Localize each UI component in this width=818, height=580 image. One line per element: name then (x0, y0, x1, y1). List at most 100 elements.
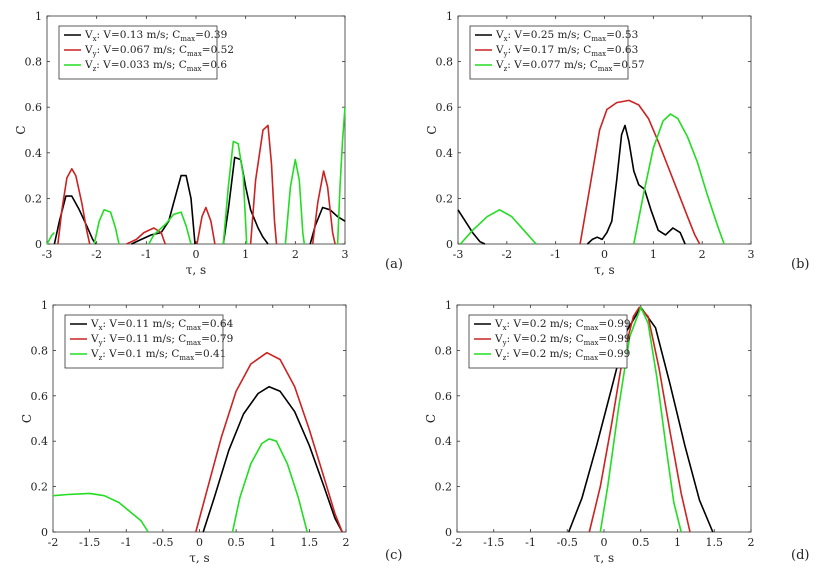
x-axis-label: τ, s (594, 263, 614, 277)
legend-box (64, 314, 224, 369)
legend-text: V (494, 333, 503, 345)
legend-entry: Vy: V=0.2 m/s; Cmax=0.99 (494, 333, 631, 347)
legend-text: : V=0.033 m/s; C (96, 59, 186, 71)
y-tick-label: 0 (41, 526, 48, 539)
legend-subscript: max (186, 339, 201, 347)
series-line-z-segment (633, 113, 725, 245)
legend-box (468, 314, 628, 369)
x-tick-label: 2 (748, 536, 755, 549)
legend-text: V (90, 318, 99, 330)
legend-subscript: max (584, 324, 599, 332)
legend-subscript: max (591, 50, 606, 58)
x-tick-label: -2 (91, 248, 102, 261)
series-line-z-segment (222, 140, 248, 245)
legend-subscript: max (598, 65, 613, 73)
series-line-z-segment (459, 209, 537, 245)
x-tick-label: 1.5 (706, 536, 724, 549)
legend-text: : V=0.11 m/s; C (103, 318, 187, 330)
legend-text: V (90, 333, 99, 345)
legend-text: =0.41 (194, 348, 226, 360)
y-tick-label: 0.8 (436, 56, 454, 69)
legend-subscript: max (583, 354, 598, 362)
legend-subscript: y (98, 339, 103, 347)
series-line-x-segment (222, 156, 269, 245)
series-line-z-segment (284, 158, 306, 245)
legend-text: : V=0.2 m/s; C (507, 333, 584, 345)
legend-entry: Vy: V=0.067 m/s; Cmax=0.52 (84, 44, 234, 58)
legend-subscript: z (504, 65, 508, 73)
x-tick-label: 0.5 (227, 536, 245, 549)
x-tick-label: 1 (242, 248, 249, 261)
x-tick-label: 2 (292, 248, 299, 261)
y-tick-label: 0.4 (31, 435, 49, 448)
legend-subscript: max (187, 50, 202, 58)
series-line-x-segment (131, 174, 196, 245)
legend-entry: Vz: V=0.2 m/s; Cmax=0.99 (494, 348, 630, 362)
y-tick-label: 0.6 (31, 390, 49, 403)
y-tick-label: 0.2 (31, 481, 49, 494)
chart-panel-d: -2 -1.5 -1 -0.5 0 0.5 1 1.5 2 0 0.2 0.4 0.6 0.8 1 τ, s C… (424, 299, 809, 565)
y-tick-label: 0.6 (436, 101, 454, 114)
x-tick-label: -2 (452, 536, 463, 549)
legend-text: : V=0.067 m/s; C (97, 44, 187, 56)
legend-text: : V=0.25 m/s; C (508, 29, 592, 41)
legend-text: =0.99 (598, 318, 630, 330)
legend-subscript: y (502, 339, 507, 347)
series-line-z-segment (148, 211, 192, 245)
legend-subscript: max (180, 35, 195, 43)
legend-text: : V=0.2 m/s; C (507, 318, 584, 330)
series-line-z-segment (93, 209, 120, 245)
x-tick-label: 0 (601, 248, 608, 261)
legend-text: : V=0.11 m/s; C (103, 333, 187, 345)
legend-text: =0.39 (195, 29, 227, 41)
legend-entry: Vx: V=0.11 m/s; Cmax=0.64 (90, 318, 234, 332)
legend-subscript: x (93, 35, 97, 43)
y-tick-label: 0.8 (435, 344, 453, 357)
x-tick-label: 0 (193, 248, 200, 261)
legend-subscript: x (503, 324, 507, 332)
series-line-y-segment (311, 170, 336, 245)
x-tick-label: -0.5 (557, 536, 578, 549)
legend-entry: Vx: V=0.25 m/s; Cmax=0.53 (495, 29, 638, 43)
legend-subscript: max (187, 65, 202, 73)
x-tick-label: -1.5 (79, 536, 100, 549)
y-axis-label: C (14, 125, 28, 134)
chart-panel-b: -3 -2 -1 0 1 2 300.20.40.60.81τ, sC(b)Vx: V=0.… (425, 10, 809, 277)
chart-panel-a: -3 -2 -1 0 1 2 300.20.40.60.81τ, sC(a)Vx: V=0.… (14, 10, 403, 277)
x-tick-label: 1 (269, 536, 276, 549)
legend-subscript: max (591, 35, 606, 43)
legend-subscript: x (99, 324, 103, 332)
legend-text: =0.99 (598, 333, 630, 345)
x-tick-label: 3 (342, 248, 349, 261)
y-tick-label: 0.6 (435, 390, 453, 403)
x-tick-label: 0.5 (632, 536, 650, 549)
legend-text: =0.52 (202, 44, 234, 56)
x-tick-label: 1 (650, 248, 657, 261)
series-line-y-segment (57, 168, 91, 245)
y-tick-label: 0.2 (435, 481, 453, 494)
x-tick-label: -3 (453, 248, 464, 261)
legend-text: V (495, 44, 504, 56)
legend-text: : V=0.2 m/s; C (506, 348, 583, 360)
legend-text: V (90, 348, 99, 360)
y-tick-label: 1 (35, 10, 42, 23)
legend-subscript: max (584, 339, 599, 347)
panel-label: (d) (791, 548, 809, 563)
panel-label: (a) (385, 257, 403, 272)
x-tick-label: 2 (699, 248, 706, 261)
x-tick-label: 1 (674, 536, 681, 549)
y-tick-label: 0.2 (25, 192, 43, 205)
x-tick-label: -1.5 (483, 536, 504, 549)
x-axis-label: τ, s (186, 263, 206, 277)
x-tick-label: -2 (48, 536, 59, 549)
legend-entry: Vz: V=0.033 m/s; Cmax=0.6 (84, 59, 227, 73)
y-tick-label: 0 (445, 526, 452, 539)
legend-text: : V=0.077 m/s; C (507, 59, 597, 71)
legend-text: =0.99 (598, 348, 630, 360)
legend-text: : V=0.17 m/s; C (508, 44, 592, 56)
x-axis-label: τ, s (594, 551, 614, 565)
y-tick-label: 0.8 (31, 344, 49, 357)
legend-text: =0.57 (613, 59, 645, 71)
